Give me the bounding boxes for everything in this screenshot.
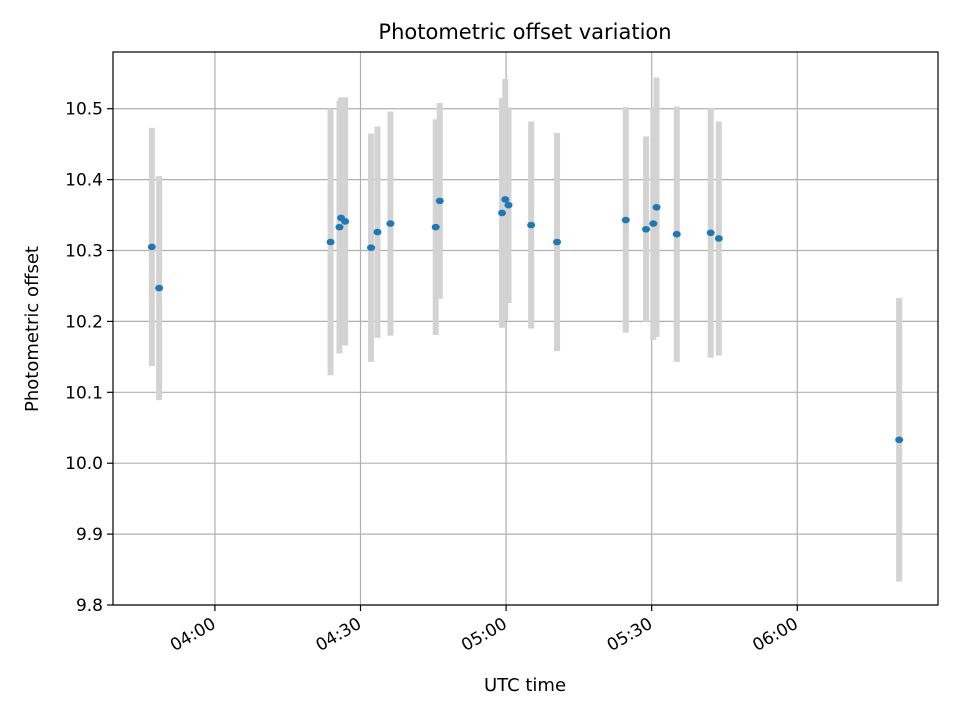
y-axis-ticks: 9.8 9.9 10.0 10.1 10.2 10.3 10.4 10.5 bbox=[65, 100, 113, 616]
y-tick-label: 9.9 bbox=[76, 525, 103, 545]
x-axis-ticks: 04:00 04:30 05:00 05:30 06:00 bbox=[167, 605, 802, 656]
y-tick-label: 10.5 bbox=[65, 100, 103, 120]
x-tick-label: 04:00 bbox=[167, 614, 219, 656]
data-point bbox=[504, 201, 513, 209]
data-point bbox=[501, 196, 510, 203]
data-point bbox=[652, 203, 661, 211]
data-point bbox=[147, 243, 156, 251]
data-point bbox=[373, 228, 382, 236]
plot-frame bbox=[112, 51, 939, 606]
data-point bbox=[367, 244, 376, 251]
data-point bbox=[649, 220, 658, 227]
data-point bbox=[553, 238, 562, 246]
data-point bbox=[895, 436, 904, 444]
y-tick-label: 10.3 bbox=[65, 242, 103, 262]
data-point bbox=[386, 220, 395, 227]
data-point bbox=[498, 209, 507, 217]
x-tick-label: 06:00 bbox=[749, 614, 801, 656]
error-bars bbox=[148, 77, 903, 582]
data-point bbox=[326, 238, 335, 246]
data-point bbox=[341, 218, 350, 225]
y-tick-label: 10.4 bbox=[65, 171, 103, 191]
data-point bbox=[672, 230, 681, 238]
x-tick-label: 05:30 bbox=[604, 614, 656, 656]
x-tick-label: 04:30 bbox=[313, 614, 365, 656]
y-tick-label: 10.2 bbox=[65, 312, 103, 332]
x-axis-label: UTC time bbox=[484, 675, 566, 696]
y-tick-label: 10.1 bbox=[65, 383, 103, 403]
y-axis-label: Photometric offset bbox=[22, 246, 43, 412]
chart-title: Photometric offset variation bbox=[378, 20, 671, 44]
data-point bbox=[527, 221, 536, 229]
data-points bbox=[147, 196, 904, 444]
y-tick-label: 10.0 bbox=[65, 454, 103, 474]
data-point bbox=[155, 284, 164, 292]
x-tick-label: 05:00 bbox=[458, 614, 510, 656]
data-point bbox=[714, 235, 723, 242]
data-point bbox=[335, 223, 344, 231]
y-tick-label: 9.8 bbox=[76, 596, 103, 616]
data-point bbox=[435, 197, 444, 205]
data-point bbox=[642, 225, 651, 233]
data-point bbox=[706, 229, 715, 237]
data-point bbox=[431, 223, 440, 231]
data-point bbox=[621, 216, 630, 224]
grid bbox=[113, 52, 938, 606]
